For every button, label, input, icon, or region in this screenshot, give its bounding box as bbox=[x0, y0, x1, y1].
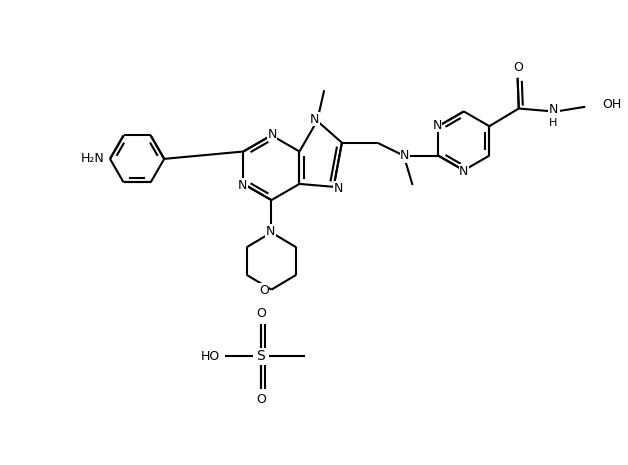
Text: S: S bbox=[256, 349, 265, 363]
Text: O: O bbox=[513, 61, 523, 74]
Text: N: N bbox=[459, 165, 468, 178]
Text: N: N bbox=[266, 225, 275, 238]
Text: N: N bbox=[310, 113, 319, 126]
Text: N: N bbox=[333, 181, 343, 194]
Text: OH: OH bbox=[602, 98, 621, 111]
Text: N: N bbox=[238, 179, 247, 192]
Text: O: O bbox=[259, 284, 269, 297]
Text: N: N bbox=[433, 119, 442, 132]
Text: O: O bbox=[256, 307, 266, 320]
Text: O: O bbox=[256, 393, 266, 405]
Text: HO: HO bbox=[200, 350, 220, 363]
Text: N: N bbox=[268, 127, 277, 140]
Text: N: N bbox=[400, 149, 409, 162]
Text: H₂N: H₂N bbox=[80, 153, 104, 166]
Text: H: H bbox=[550, 118, 558, 128]
Text: N: N bbox=[549, 103, 558, 116]
